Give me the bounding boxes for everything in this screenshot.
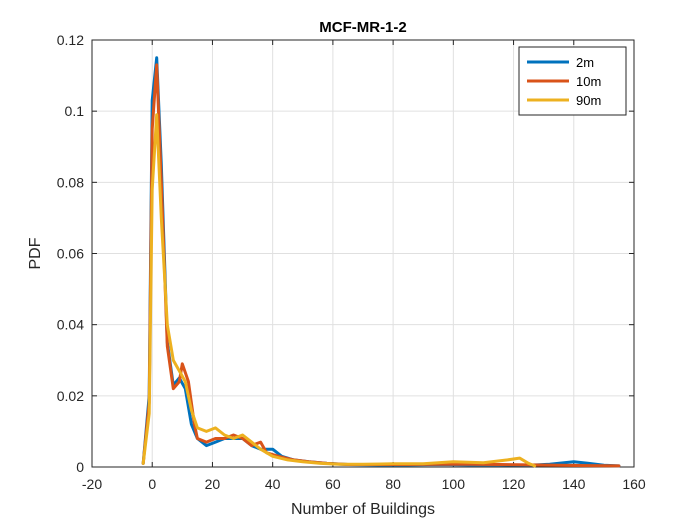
x-tick-label: 40 <box>265 476 281 492</box>
legend-label: 90m <box>576 93 601 108</box>
x-tick-label: 20 <box>205 476 221 492</box>
y-axis-title: PDF <box>27 237 44 269</box>
chart-title: MCF-MR-1-2 <box>319 19 407 36</box>
series-layer <box>141 56 621 468</box>
x-axis-title: Number of Buildings <box>291 501 435 518</box>
y-tick-label: 0 <box>76 459 84 475</box>
x-tick-label: 100 <box>442 476 466 492</box>
y-tick-label: 0.12 <box>57 32 84 48</box>
legend: 2m 10m 90m <box>518 46 627 116</box>
x-tick-label: 60 <box>325 476 341 492</box>
y-tick-label: 0.04 <box>57 317 84 333</box>
x-tick-label: 0 <box>148 476 156 492</box>
y-tick-label: 0.1 <box>65 103 85 119</box>
y-tick-label: 0.06 <box>57 246 84 262</box>
x-tick-label: 80 <box>385 476 401 492</box>
x-tick-label: 160 <box>622 476 646 492</box>
legend-label: 2m <box>576 55 594 70</box>
y-tick-label: 0.02 <box>57 388 84 404</box>
x-tick-label: 140 <box>562 476 586 492</box>
x-tick-label: 120 <box>502 476 526 492</box>
series-line-90m <box>141 113 537 468</box>
axis-ticks: -20 0 20 40 60 80 100 120 140 16000.020.040.060.0… <box>57 32 646 492</box>
legend-label: 10m <box>576 74 601 89</box>
y-tick-label: 0.08 <box>57 174 84 190</box>
x-tick-label: -20 <box>82 476 102 492</box>
series-line-10m <box>141 63 621 468</box>
